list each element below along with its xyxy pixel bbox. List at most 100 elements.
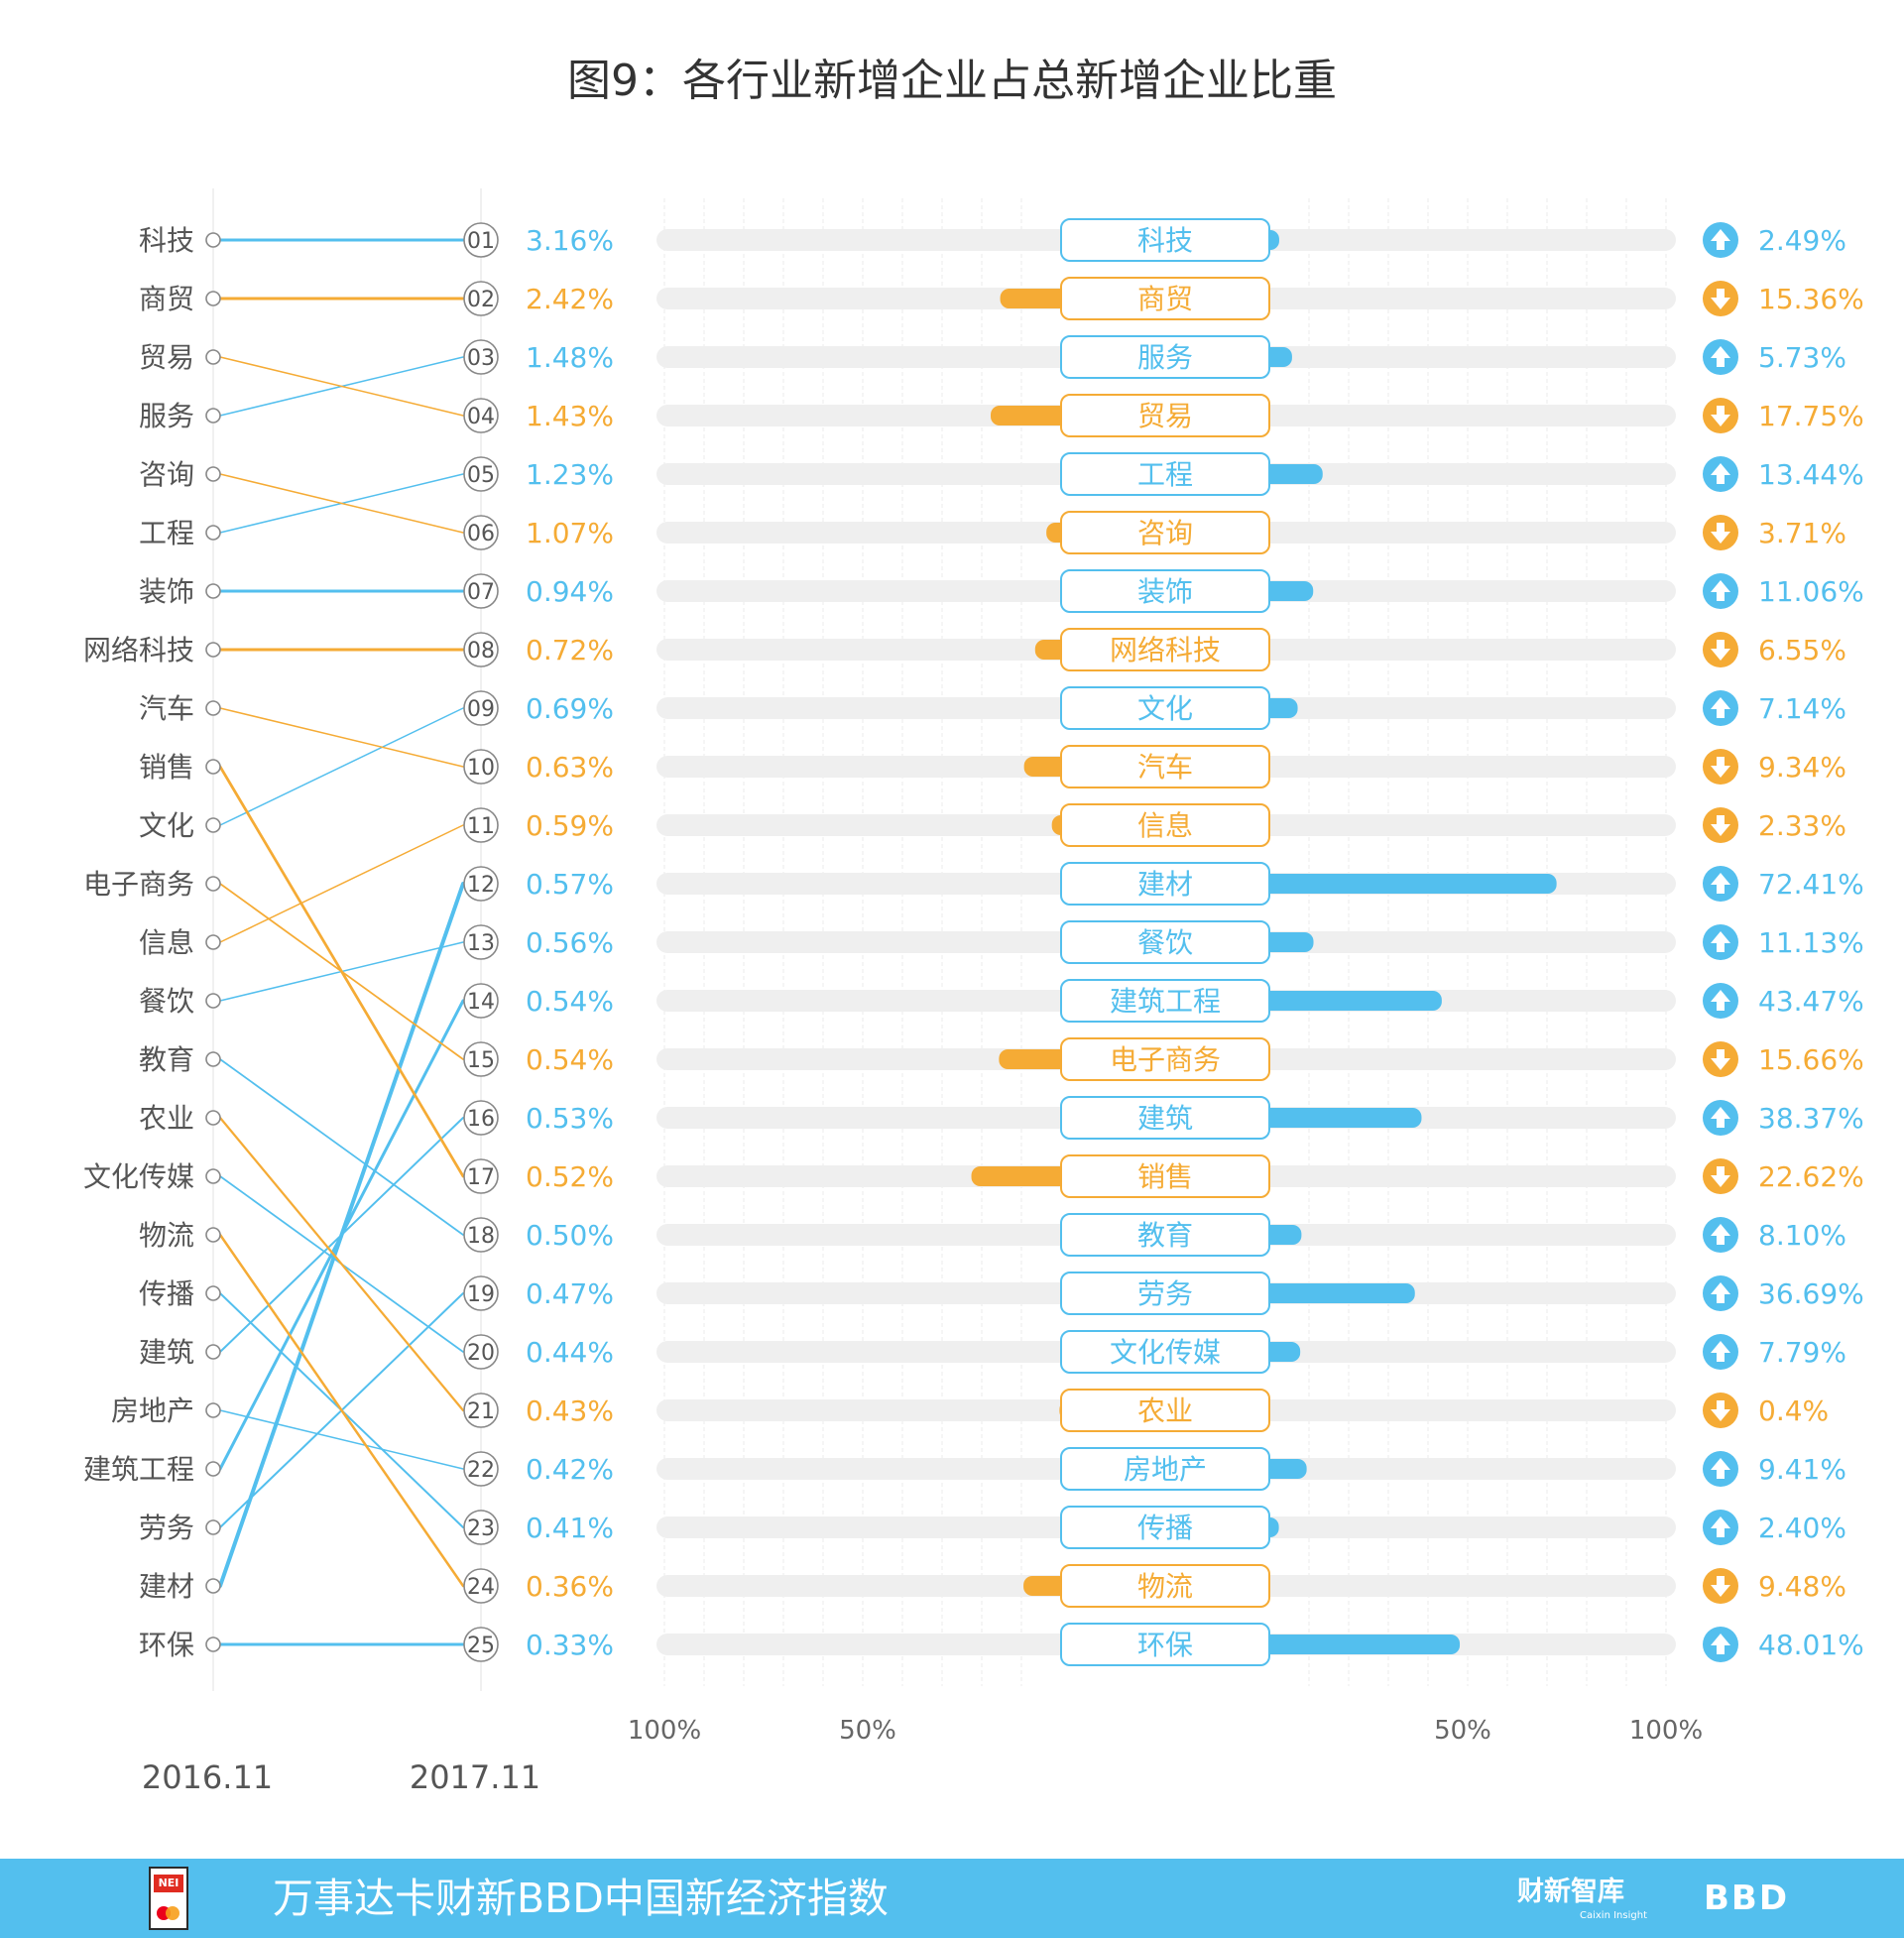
arrow-up-glyph [1711,1107,1730,1128]
rank-2017-number: 01 [467,229,495,254]
rank-change-line [219,707,464,826]
change-bar [1255,464,1323,484]
nei-logo-text: NEI [154,1875,183,1892]
rank-2016-dot [205,1051,221,1067]
change-value: 9.48% [1758,1570,1846,1603]
rank-2016-dot [205,1110,221,1126]
change-value: 2.40% [1758,1512,1846,1544]
period-start-label: 2016.11 [142,1758,273,1796]
rank-2017-circle [463,222,499,258]
rank-2016-dot [205,1636,221,1652]
industry-label: 文化传媒 [1110,1336,1221,1369]
rank-2016-dot [205,642,221,658]
rank-2017-number: 06 [467,522,495,546]
rank-2017-circle [463,1510,499,1545]
industry-label: 教育 [1137,1219,1193,1252]
industry-label-box [1060,1037,1270,1081]
rank-change-line [218,765,465,1178]
rank-2017-number: 21 [467,1399,495,1424]
rank-2017-circle [463,515,499,550]
rank-2017-circle [463,1100,499,1136]
industry-label: 环保 [1137,1629,1193,1661]
rank-2016-dot [205,291,221,306]
arrow-down-glyph [1711,406,1730,426]
change-bar [1255,1108,1422,1128]
rank-2017-number: 19 [467,1282,495,1307]
industry-label-box [1060,1154,1270,1198]
change-bar [1000,289,1075,308]
rank-2017-number: 25 [467,1634,495,1658]
change-value: 22.62% [1758,1160,1864,1193]
rank-2016-dot [205,525,221,541]
industry-label: 建筑 [1137,1102,1193,1135]
industry-label-box [1060,1447,1270,1491]
rank-2016-dot [205,349,221,365]
share-value: 0.54% [526,1043,614,1076]
change-value: 6.55% [1758,634,1846,666]
footer-bar: NEI 万事达卡财新BBD中国新经济指数 财新智库 Caixin Insight… [0,1859,1904,1938]
rank-2017-number: 08 [467,639,495,664]
arrow-up-glyph [1711,1458,1730,1479]
arrow-up-glyph [1711,697,1730,718]
change-value: 48.01% [1758,1629,1864,1661]
arrow-down-glyph [1711,1049,1730,1070]
rank-2017-circle [463,1393,499,1428]
industry-label: 商贸 [1137,283,1193,315]
industry-label-box [1060,1506,1270,1549]
rank-change-line [219,356,464,417]
share-value: 0.54% [526,985,614,1018]
rank-2017-number: 05 [467,463,495,488]
change-value: 13.44% [1758,458,1864,491]
rank-2017-number: 23 [467,1516,495,1541]
rank-2017-number: 09 [467,697,495,722]
industry-2016-label: 网络科技 [83,634,194,666]
period-end-label: 2017.11 [410,1758,540,1796]
change-value: 17.75% [1758,400,1864,432]
industry-2016-label: 建筑 [139,1336,194,1369]
change-value: 5.73% [1758,341,1846,374]
share-value: 1.07% [526,517,614,549]
share-value: 0.47% [526,1277,614,1310]
mastercard-orange-circle-icon [166,1906,179,1920]
industry-label-box [1060,745,1270,788]
caixin-insight-subtitle: Caixin Insight [1580,1910,1647,1921]
industry-2016-label: 贸易 [139,341,194,374]
change-value: 0.4% [1758,1394,1829,1427]
industry-2016-label: 服务 [139,400,194,432]
industry-2016-label: 教育 [139,1043,194,1076]
industry-2016-label: 商贸 [139,283,194,315]
industry-2016-label: 建筑工程 [83,1453,194,1486]
share-value: 0.63% [526,751,614,784]
change-bar [971,1166,1075,1186]
industry-2016-label: 销售 [139,751,194,784]
share-value: 0.52% [526,1160,614,1193]
arrow-down-glyph [1711,815,1730,836]
rank-2017-circle [463,749,499,785]
rank-2017-circle [463,398,499,433]
rank-change-line [219,707,464,768]
share-value: 2.42% [526,283,614,315]
arrow-up-glyph [1711,931,1730,952]
industry-label-box [1060,452,1270,496]
industry-2016-label: 电子商务 [83,868,194,901]
arrow-down-glyph [1711,289,1730,309]
rank-change-line [219,473,464,534]
share-value: 0.50% [526,1219,614,1252]
rank-2016-dot [205,993,221,1009]
arrow-up-glyph [1711,463,1730,484]
industry-label-box [1060,1330,1270,1374]
industry-2016-label: 劳务 [139,1512,194,1544]
rank-2017-circle [463,1334,499,1370]
industry-label: 农业 [1137,1394,1193,1427]
share-value: 0.44% [526,1336,614,1369]
rank-2017-circle [463,281,499,316]
industry-label: 传播 [1137,1512,1193,1544]
arrow-up-glyph [1711,1282,1730,1303]
change-value: 11.06% [1758,575,1864,608]
change-value: 9.41% [1758,1453,1846,1486]
caixin-insight-logo: 财新智库 [1517,1877,1624,1907]
industry-label: 工程 [1137,458,1193,491]
arrow-down-glyph [1711,757,1730,778]
arrow-up-glyph [1711,229,1730,250]
chart: 图9：各行业新增企业占总新增企业比重 科技商贸贸易服务咨询工程装饰网络科技汽车销… [83,56,1864,1796]
